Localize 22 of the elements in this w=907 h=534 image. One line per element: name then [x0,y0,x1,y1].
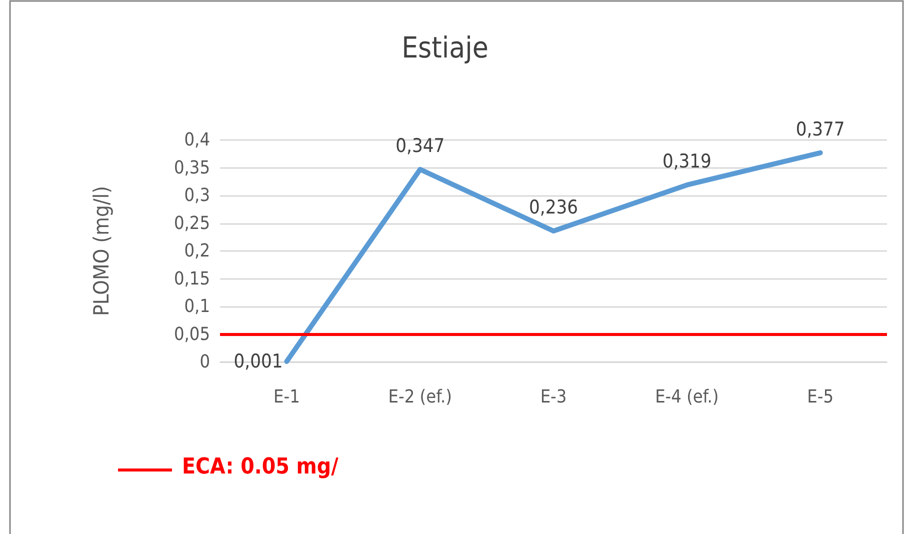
x-tick-label: E-4 (ef.) [655,386,719,408]
y-tick-label: 0,2 [184,240,210,262]
y-axis-title: PLOMO (mg/l) [90,186,114,316]
y-tick-label: 0 [200,352,210,372]
x-tick-label: E-1 [274,386,300,408]
data-label: 0,377 [796,118,845,140]
data-label: 0,236 [529,196,578,219]
chart-title: Estiaje [402,30,488,64]
y-tick-label: 0,35 [174,157,210,178]
data-label: 0,001 [234,350,283,372]
x-tick-label: E-2 (ef.) [388,386,452,408]
y-tick-label: 0,1 [184,296,210,317]
x-tick-label: E-3 [540,386,567,408]
y-tick-label: 0,15 [174,268,210,290]
y-tick-label: 0,4 [184,130,210,150]
data-label: 0,347 [396,134,445,157]
data-label: 0,319 [662,150,712,172]
y-tick-label: 0,05 [174,324,210,345]
x-tick-label: E-5 [807,386,834,408]
y-tick-label: 0,3 [184,185,210,206]
y-tick-label: 0,25 [174,212,210,234]
legend-label: ECA: 0.05 mg/ [182,454,340,480]
